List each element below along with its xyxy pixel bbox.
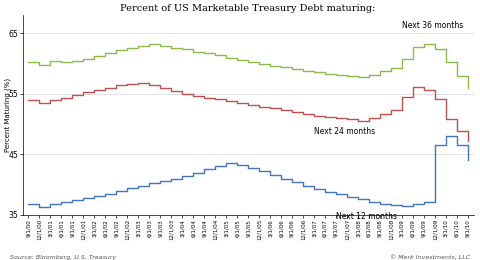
Title: Percent of US Marketable Treasury Debt maturing:: Percent of US Marketable Treasury Debt m… — [120, 4, 376, 13]
Text: Next 36 months: Next 36 months — [402, 21, 463, 30]
Text: Next 24 months: Next 24 months — [314, 127, 375, 136]
Text: Source: Bloomberg, U.S. Treasury: Source: Bloomberg, U.S. Treasury — [10, 255, 116, 260]
Text: Next 12 months: Next 12 months — [336, 212, 397, 221]
Text: © Merk Investments, LLC: © Merk Investments, LLC — [390, 254, 470, 260]
Y-axis label: Percent Maturing (%): Percent Maturing (%) — [4, 78, 11, 152]
